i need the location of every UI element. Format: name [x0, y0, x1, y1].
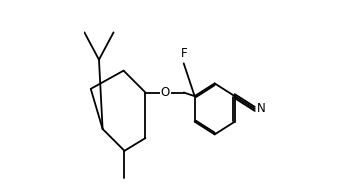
- Text: F: F: [180, 47, 187, 60]
- Text: N: N: [257, 102, 265, 115]
- Text: O: O: [161, 86, 170, 99]
